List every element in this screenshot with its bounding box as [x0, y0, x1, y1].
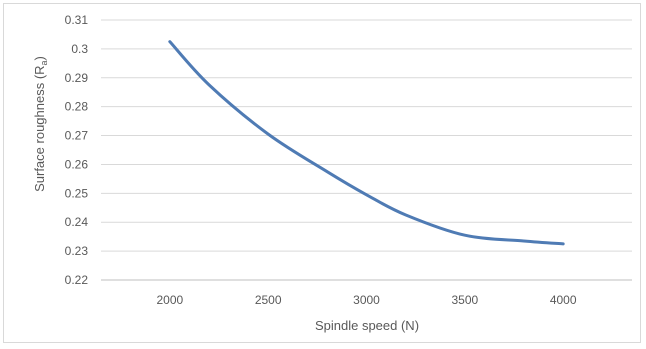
- x-axis-label: Spindle speed (N): [315, 318, 419, 333]
- y-tick-label: 0.29: [65, 71, 89, 85]
- y-tick-label: 0.24: [65, 215, 89, 229]
- y-tick-label: 0.31: [65, 13, 89, 27]
- series-line: [168, 40, 565, 246]
- x-tick-label: 4000: [550, 293, 577, 307]
- y-tick-labels: 0.22 0.23 0.24 0.25 0.26 0.27 0.28 0.29 0.3 0.31: [65, 13, 89, 287]
- chart-frame: 0.22 0.23 0.24 0.25 0.26 0.27 0.28 0.29 0.3 0.31 …: [3, 3, 641, 343]
- series-lines: [168, 40, 565, 246]
- x-tick-label: 2000: [156, 293, 183, 307]
- y-axis-label-subscript: a: [39, 60, 49, 65]
- y-axis-label-main: Surface roughness (R: [32, 65, 47, 191]
- y-axis-label: Surface roughness (Ra): [32, 56, 49, 192]
- y-tick-label: 0.22: [65, 273, 89, 287]
- x-tick-label: 3000: [353, 293, 380, 307]
- y-tick-label: 0.28: [65, 100, 89, 114]
- x-tick-labels: 2000 2500 3000 3500 4000: [156, 293, 576, 307]
- y-axis-label-close: ): [32, 56, 47, 60]
- y-tick-label: 0.25: [65, 186, 89, 200]
- y-tick-label: 0.23: [65, 244, 89, 258]
- y-tick-label: 0.26: [65, 157, 89, 171]
- line-chart: 0.220.230.240.250.260.270.280.290.30.31 …: [32, 13, 632, 333]
- gridlines: [101, 19, 632, 281]
- x-tick-label: 2500: [255, 293, 282, 307]
- x-tick-label: 3500: [451, 293, 478, 307]
- y-tick-label: 0.3: [71, 42, 88, 56]
- y-tick-label: 0.27: [65, 129, 89, 143]
